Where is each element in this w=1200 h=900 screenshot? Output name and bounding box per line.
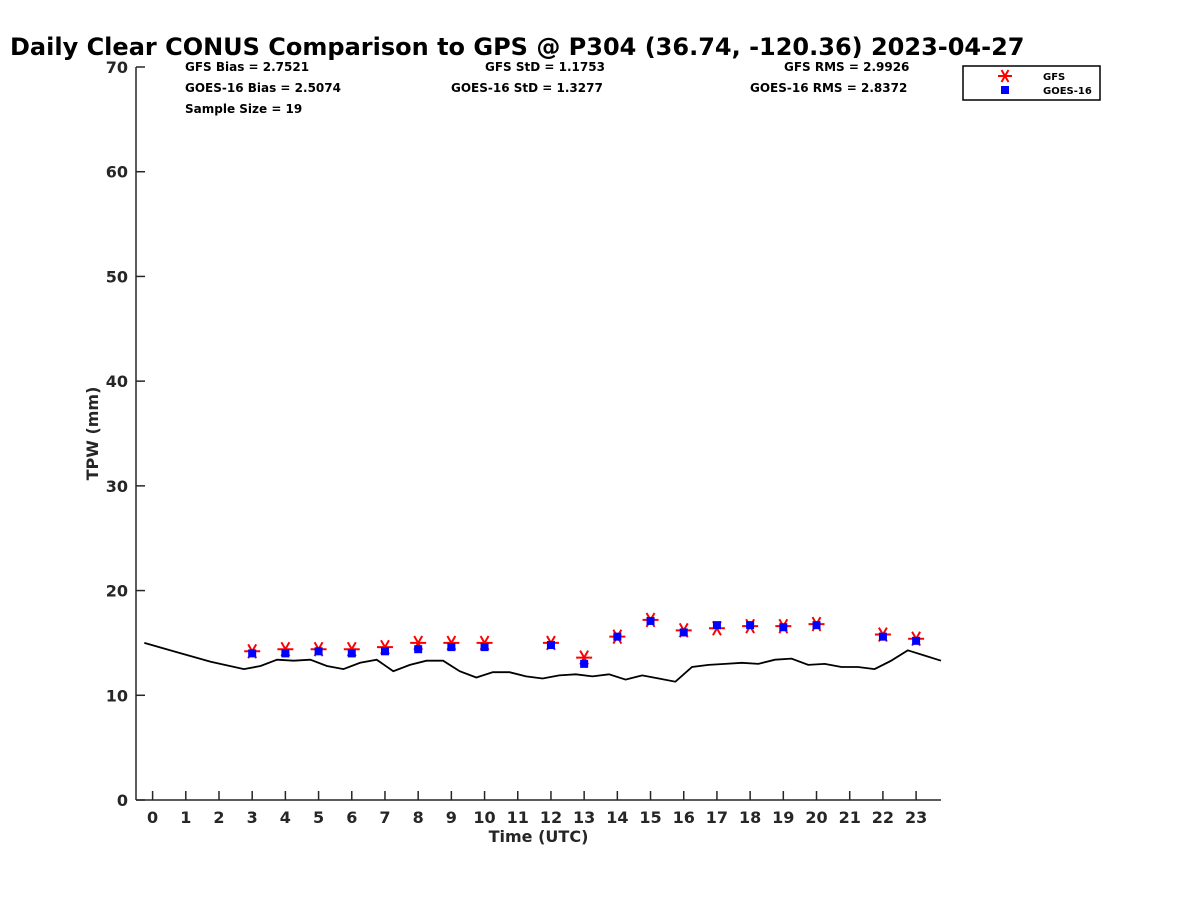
goes-std-stat: GOES-16 StD = 1.3277: [451, 81, 603, 95]
x-tick-label: 11: [507, 808, 529, 827]
chart-title: Daily Clear CONUS Comparison to GPS @ P3…: [10, 33, 1024, 61]
goes-16-point: [447, 643, 456, 652]
x-tick-label: 8: [413, 808, 424, 827]
gps-line-layer: [144, 642, 942, 683]
y-tick-label: 50: [106, 267, 128, 286]
goes-rms-stat: GOES-16 RMS = 2.8372: [750, 81, 907, 95]
goes-16-point: [912, 636, 921, 645]
sample-size-stat: Sample Size = 19: [185, 102, 302, 116]
y-tick-label: 70: [106, 58, 128, 77]
goes-16-point: [878, 632, 887, 641]
x-tick-label: 16: [673, 808, 695, 827]
x-tick-label: 10: [473, 808, 495, 827]
legend-label: GFS: [1043, 72, 1065, 83]
x-tick-label: 6: [346, 808, 357, 827]
goes-16-point: [414, 645, 423, 654]
goes-16-point: [347, 649, 356, 658]
goes-16-point: [613, 632, 622, 641]
legend-label: GOES-16: [1043, 86, 1092, 97]
goes-16-point: [580, 659, 589, 668]
stats-panel: GFS Bias = 2.7521 GOES-16 Bias = 2.5074 …: [185, 60, 909, 116]
goes-16-point: [281, 649, 290, 658]
marks-layer: [244, 612, 925, 668]
x-tick-label: 0: [147, 808, 158, 827]
x-tick-label: 23: [905, 808, 927, 827]
goes-16-point: [812, 621, 821, 630]
gps-line: [144, 642, 942, 683]
x-tick-label: 22: [872, 808, 894, 827]
legend: GFS GOES-16: [962, 65, 1101, 101]
x-tick-label: 3: [247, 808, 258, 827]
y-axis-label: TPW (mm): [83, 387, 102, 481]
x-tick-label: 4: [280, 808, 291, 827]
x-tick-label: 14: [606, 808, 628, 827]
legend-box: [962, 65, 1101, 101]
x-tick-label: 2: [213, 808, 224, 827]
x-tick-label: 12: [540, 808, 562, 827]
y-tick-label: 40: [106, 372, 128, 391]
x-tick-label: 17: [706, 808, 728, 827]
goes-16-point: [679, 628, 688, 637]
y-tick-label: 20: [106, 582, 128, 601]
x-tick-label: 5: [313, 808, 324, 827]
goes-16-point: [314, 647, 323, 656]
goes-16-point: [248, 649, 257, 658]
x-tick-label: 21: [839, 808, 861, 827]
x-tick-label: 18: [739, 808, 761, 827]
y-tick-label: 30: [106, 477, 128, 496]
x-tick-label: 19: [772, 808, 794, 827]
x-tick-label: 20: [805, 808, 827, 827]
goes-16-point: [779, 623, 788, 632]
goes-16-point: [546, 641, 555, 650]
x-tick-label: 13: [573, 808, 595, 827]
x-tick-label: 7: [379, 808, 390, 827]
x-tick-label: 15: [639, 808, 661, 827]
x-tick-label: 1: [180, 808, 191, 827]
gfs-bias-stat: GFS Bias = 2.7521: [185, 60, 309, 74]
y-tick-label: 60: [106, 163, 128, 182]
goes-16-point: [646, 616, 655, 625]
goes-16-point: [746, 621, 755, 630]
goes-bias-stat: GOES-16 Bias = 2.5074: [185, 81, 341, 95]
legend-goes-16-marker: [1001, 86, 1009, 94]
goes-16-point: [712, 621, 721, 630]
y-tick-label: 10: [106, 686, 128, 705]
x-tick-label: 9: [446, 808, 457, 827]
goes-16-point: [380, 647, 389, 656]
legend-gfs-marker: [998, 69, 1012, 83]
gfs-rms-stat: GFS RMS = 2.9926: [784, 60, 909, 74]
y-tick-label: 0: [117, 791, 128, 810]
gfs-std-stat: GFS StD = 1.1753: [485, 60, 605, 74]
goes-16-point: [480, 643, 489, 652]
x-axis-label: Time (UTC): [489, 827, 589, 846]
